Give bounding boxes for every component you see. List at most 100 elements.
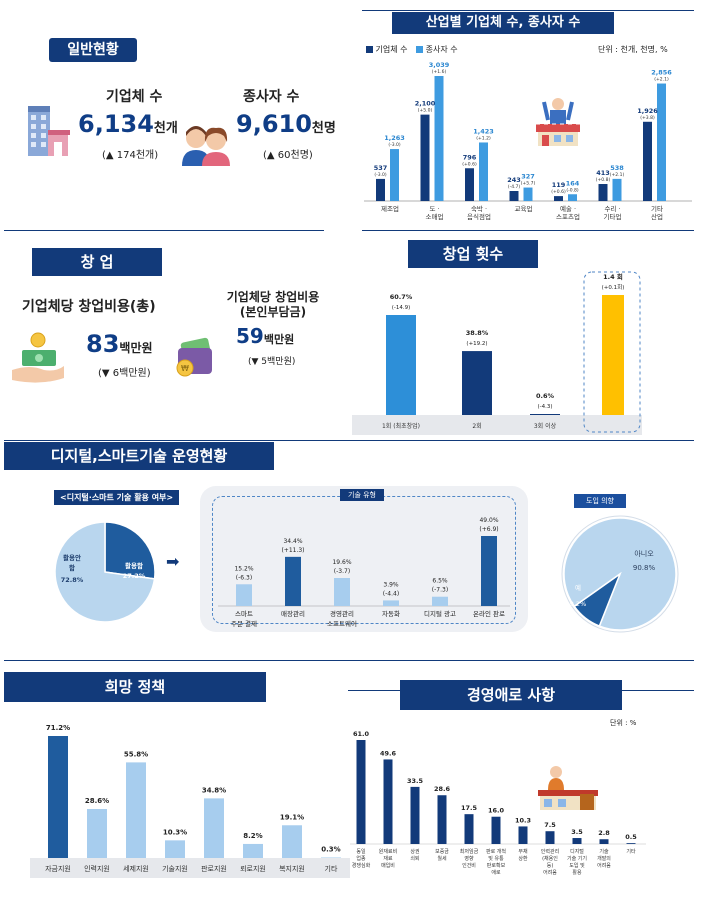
difficulty-cat: 상환 [518,855,528,862]
difficulty-cat: 개발의 [597,855,611,862]
money-hand-icon [12,332,64,383]
difficulty-label: 0.5 [625,833,637,841]
difficulty-cat: 월세 [437,855,447,862]
industry-bar-employees [657,83,666,201]
tech-change: (-6.3) [236,574,252,581]
difficulty-cat: 부채 [518,848,528,855]
industry-label-companies: 119 [552,181,566,189]
industry-cat-label: 교육업 [515,205,533,213]
industry-bar-employees [479,142,488,201]
wallet-icon: ₩ [176,337,212,377]
difficulty-cat: 상권 [410,848,420,855]
intent-no-value: 90.8% [633,564,656,572]
startup-count-change: (+0.1회) [602,283,625,291]
startup-count-bar [530,414,560,415]
industry-change-companies: (+5.0) [418,108,433,114]
industry-change-employees: (+2.1) [610,172,625,178]
policy-bar [282,825,302,858]
startup-count-label: 60.7% [390,293,413,301]
companies-change: (▲ 174천개) [102,150,159,161]
legend-swatch-employees [416,46,424,53]
industry-cat-label: 수리 · [604,204,620,213]
difficulty-cat: 최저임금 [460,848,479,855]
companies-label: 기업체 수 [106,89,163,105]
industry-change-companies: (+0.8) [596,177,611,183]
usage-used-value: 27.2% [123,572,146,580]
startup-count-change: (+19.2) [466,341,487,347]
industry-change-companies: (-4.7) [508,184,521,190]
industry-change-companies: (+0.6) [551,189,566,195]
startup-own-unit: 백만원 [263,333,295,346]
tech-change: (+11.3) [281,547,304,554]
industry-label-employees: 1,423 [473,127,494,135]
difficulty-label: 2.8 [598,829,610,837]
difficulty-cat: 인력관리 [541,848,559,855]
industry-legend: 기업체 수 종사자 수 [366,44,458,55]
tech-bar [432,596,448,606]
difficulty-cat: 활용 [572,869,582,876]
industry-cat-label: 도 · [429,205,439,213]
startup-count-label: 1.4 회 [603,272,623,281]
startup-total-change: (▼ 6백만원) [98,368,151,379]
industry-label-companies: 796 [463,153,477,161]
startup-own-label-line1: 기업체당 창업비용 [226,290,320,304]
tech-label: 19.6% [332,559,351,566]
startup-own-change: (▼ 5백만원) [248,357,296,367]
difficulty-cat: 매입비 [381,862,395,869]
industry-change-companies: (-3.0) [374,172,387,178]
industry-bar-companies [509,191,519,201]
store-person-icon [536,98,580,146]
industry-cat-label-2: 소매업 [426,213,444,221]
policy-bar [243,843,263,858]
difficulty-cat: 어려움 [543,869,557,876]
divider-2 [4,440,694,441]
tech-change: (-7.3) [432,587,448,594]
shop-owner-icon [538,766,598,810]
difficulty-bar [518,826,528,844]
startup-title: 창 업 [32,248,162,276]
startup-count-cat: 1회 (최초창업) [382,422,420,430]
policy-cat: 기타 [325,864,338,873]
startup-count-bar [602,295,624,415]
difficulty-label: 33.5 [407,777,424,785]
startup-count-cat: 3회 이상 [534,422,557,430]
building-icon [28,106,70,156]
industry-cat-label-2: 산업 [651,212,663,221]
startup-total-value: 83 [86,330,120,358]
industry-bar-companies [376,178,385,201]
tech-change: (+6.9) [479,526,498,533]
usage-pie-used [104,521,156,580]
policy-label: 0.3% [321,845,340,853]
tech-label: 34.4% [283,538,302,545]
difficulty-label: 16.0 [488,807,505,815]
divider-1-left [4,230,324,231]
tech-label: 6.5% [432,578,448,585]
difficulty-bar [410,786,420,844]
tech-label: 3.9% [383,581,399,588]
tech-bar [285,556,301,606]
industry-bar-companies [598,184,608,201]
policy-bar [87,808,107,858]
industry-unit-note: 단위 : 천개, 천명, % [598,45,668,54]
policy-title: 희망 정책 [4,672,266,702]
difficulty-bar [464,814,474,844]
difficulty-cat: 재료 [383,855,393,862]
industry-label-companies: 413 [596,169,610,177]
employees-value: 9,610 [236,110,312,138]
employees-change: (▲ 60천명) [263,150,313,161]
policy-cat: 복지지원 [279,864,305,873]
intent-yes-label: 예 [575,583,581,592]
difficulty-cat: 및 유통 [488,855,504,862]
policy-cat: 인력지원 [84,864,110,873]
policy-bar [48,736,68,858]
industry-bar-employees [434,76,444,201]
industry-bar-companies [465,168,474,201]
intent-yes-value: 9.2% [570,600,587,608]
industry-cat-label-2: 스포츠업 [556,213,580,221]
usage-unused-label-2: 함 [69,563,75,572]
startup-count-bar [386,315,416,415]
difficulty-cat: 인건비 [462,862,476,869]
tech-panel-bg [200,486,528,632]
